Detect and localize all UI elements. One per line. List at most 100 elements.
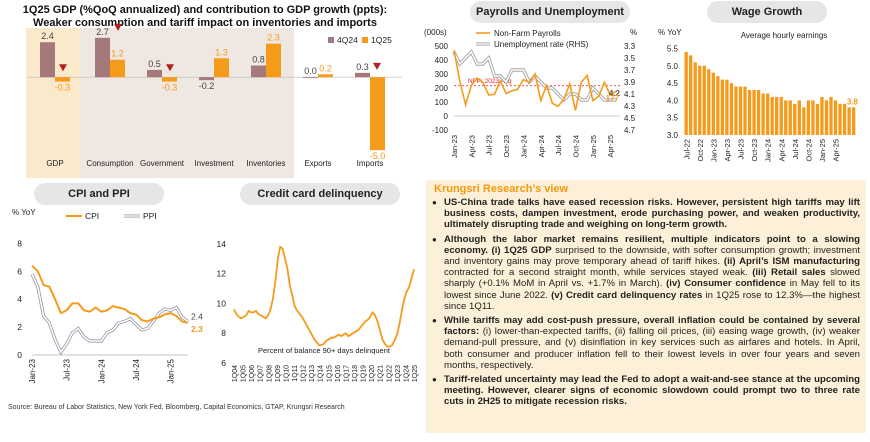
wage-subtitle: Average hourly earnings: [741, 31, 828, 40]
payrolls-title: Payrolls and Unemployment: [470, 1, 630, 23]
gdp-bar-1q25: [266, 43, 281, 78]
wage-bar: [711, 72, 715, 135]
view-bullets: US-China trade talks have eased recessio…: [432, 197, 860, 411]
bullet2-text-4: in May fell to its lowest since June 202…: [444, 278, 860, 301]
gdp-label-1q25: -0.3: [55, 83, 71, 93]
wage-y-tick: 5.5: [667, 44, 679, 53]
cpi-y-tick: 6: [17, 266, 22, 276]
wage-x-tick: Jul-23: [737, 139, 746, 159]
bullet1-text: US-China trade talks have eased recessio…: [444, 197, 860, 231]
credit-x-tick: 1Q07: [258, 365, 265, 382]
wage-y-tick: 5.0: [667, 62, 679, 71]
cpi-title: CPI and PPI: [34, 183, 164, 205]
credit-x-tick: 1Q05: [241, 365, 248, 382]
credit-y-tick: 6: [221, 358, 226, 368]
wage-bar: [851, 107, 856, 135]
wage-bar: [765, 93, 770, 135]
credit-title: Credit card delinquency: [240, 183, 400, 205]
gdp-label-1q25: -5.0: [370, 151, 386, 161]
gdp-category-label: Government: [140, 159, 185, 168]
view-title: Krungsri Research’s view: [434, 183, 569, 195]
payrolls-x-tick: Apr-25: [606, 135, 615, 158]
wage-x-tick: Apr-25: [832, 139, 841, 162]
credit-x-tick: 1Q21: [378, 365, 385, 382]
wage-y-tick: 3.5: [667, 114, 679, 123]
credit-x-tick: 1Q10: [283, 365, 290, 382]
wage-bar: [761, 93, 765, 135]
wage-bar: [702, 65, 706, 135]
payrolls-right-unit: %: [630, 28, 637, 37]
cpi-x-tick: Jul-24: [132, 358, 141, 380]
legend-label-payrolls: Non-Farm Payrolls: [494, 29, 561, 38]
bullet2-bold-5: (v) Credit card delinquency rates: [551, 289, 703, 301]
payrolls-right-tick: 4.1: [624, 90, 636, 99]
view-bullet-4: Tariff-related uncertainty may lead the …: [432, 374, 860, 408]
wage-bar: [815, 103, 820, 135]
nfp-avg-label: NFP: 2023 Avg: [468, 78, 512, 85]
wage-bar: [838, 103, 842, 135]
wage-bar: [738, 86, 743, 135]
research-view-box: Krungsri Research’s view US-China trade …: [426, 180, 866, 433]
wage-bar: [693, 62, 697, 135]
bullet2-text-1: surprised to the downside, with softer c…: [444, 244, 860, 268]
credit-x-tick: 1Q13: [309, 365, 316, 382]
components-highlight-panel: [80, 28, 294, 178]
gdp-label-4q24: 0.8: [252, 55, 265, 65]
down-triangle-icon: [59, 64, 67, 72]
wage-bar: [784, 100, 788, 135]
gdp-label-4q24: 0.3: [356, 62, 369, 72]
wage-bar: [747, 90, 752, 135]
credit-x-tick: 1Q04: [232, 365, 239, 382]
gdp-label-4q24: 2.7: [96, 27, 109, 37]
gdp-category-label: Inventories: [246, 159, 285, 168]
wage-bar: [770, 96, 774, 135]
gdp-label-4q24: 0.5: [148, 59, 161, 69]
payrolls-chart: (000s) %5004003002001000-1003.33.53.73.94…: [424, 28, 637, 158]
wage-x-tick: Jul-22: [682, 139, 691, 159]
payrolls-line: [453, 50, 617, 111]
bullet4-text: Tariff-related uncertainty may lead the …: [444, 374, 860, 408]
bullet2-text-3: slowed sharply (+0.1% MoM in April vs. +…: [444, 267, 860, 290]
credit-y-tick: 8: [221, 328, 226, 338]
gdp-bar-4q24: [147, 69, 162, 78]
gdp-title-line1: 1Q25 GDP (%QoQ annualized) and contribut…: [22, 4, 388, 16]
bullet3-bold: While tariffs may add cost-push pressure…: [444, 315, 860, 338]
gdp-bar-4q24: [355, 72, 370, 78]
wage-y-tick: 3.0: [667, 131, 679, 140]
gdp-bar-4q24: [199, 77, 214, 81]
wage-x-tick: Oct-22: [696, 139, 705, 162]
payrolls-right-tick: 4.5: [624, 114, 636, 123]
credit-line: [233, 245, 415, 348]
cpi-ppi-chart: % YoY 8 6 4 2 0 2.4 2.3 CPI PPI Jan-23 Jul-23 Jan-24…: [12, 208, 203, 383]
credit-x-tick: 1Q08: [266, 365, 273, 382]
wage-x-tick: Jul-24: [791, 139, 800, 159]
payrolls-left-tick: -100: [432, 126, 449, 135]
wage-x-tick: Jan-24: [764, 139, 773, 162]
credit-x-tick: 1Q24: [403, 365, 410, 382]
payrolls-left-unit: (000s): [424, 28, 447, 37]
wage-last-label: 3.8: [847, 97, 859, 106]
cpi-x-tick: Jul-23: [63, 358, 72, 380]
wage-title: Wage Growth: [707, 1, 827, 23]
credit-x-tick: 1Q14: [318, 365, 325, 382]
credit-x-tick: 1Q25: [412, 365, 419, 382]
view-bullet-1: US-China trade talks have eased recessio…: [432, 197, 860, 231]
wage-bar: [743, 86, 747, 135]
legend-swatch-1q25: [362, 37, 368, 43]
wage-bar: [752, 90, 756, 135]
payrolls-last-label: 177: [606, 94, 620, 103]
credit-y-tick: 14: [217, 239, 227, 249]
wage-bar: [788, 100, 792, 135]
credit-x-tick: 1Q06: [249, 365, 256, 382]
credit-x-tick: 1Q17: [343, 365, 350, 382]
credit-x-tick: 1Q19: [361, 365, 368, 382]
gdp-bar-1q25: [162, 77, 177, 82]
wage-bar: [802, 107, 806, 135]
cpi-end-label: 2.3: [191, 324, 203, 334]
gdp-label-4q24: 0.0: [304, 66, 317, 76]
wage-ylabel: % YoY: [658, 28, 682, 37]
payrolls-x-tick: Apr-24: [537, 135, 546, 158]
wage-bar: [797, 100, 801, 135]
payrolls-right-tick: 3.3: [624, 42, 636, 51]
legend-swatch-4q24: [328, 37, 334, 43]
